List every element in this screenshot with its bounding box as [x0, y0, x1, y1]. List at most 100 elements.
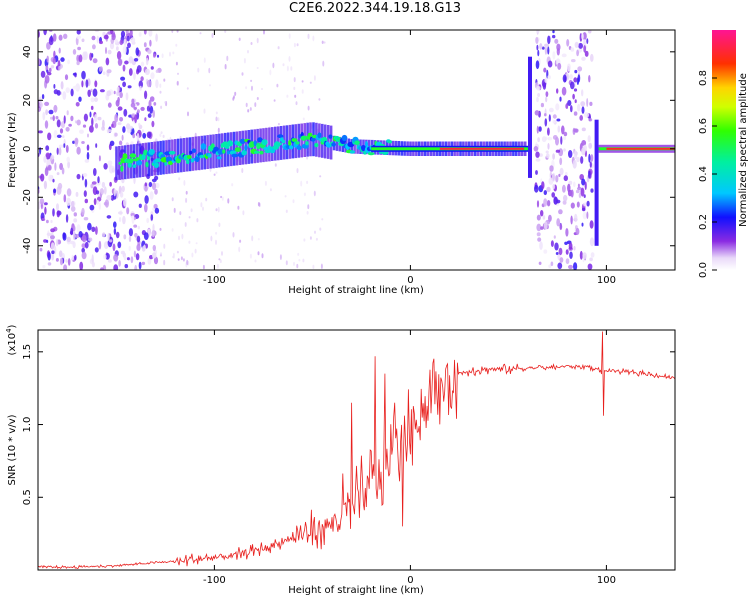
noise-speck: [203, 108, 206, 114]
noise-blob: [101, 232, 106, 237]
noise-speck: [293, 86, 296, 90]
noise-blob: [581, 127, 586, 132]
carrier-blob: [361, 144, 366, 152]
noise-blob: [81, 70, 86, 80]
noise-blob: [40, 70, 46, 78]
noise-blob: [52, 115, 55, 122]
noise-blob: [144, 195, 149, 204]
noise-blob: [113, 188, 117, 197]
noise-blob: [547, 46, 550, 55]
noise-blob: [55, 258, 59, 262]
noise-blob: [47, 262, 52, 266]
noise-blob: [148, 181, 153, 188]
noise-blob: [38, 130, 43, 134]
noise-blob: [123, 197, 127, 207]
noise-blob: [59, 128, 64, 134]
noise-speck: [215, 231, 218, 235]
noise-speck: [296, 43, 299, 47]
carrier-blob: [317, 132, 322, 139]
noise-blob: [52, 208, 55, 217]
noise-speck: [292, 199, 295, 204]
noise-blob: [87, 133, 89, 138]
noise-speck: [215, 111, 218, 115]
carrier-blob: [367, 152, 375, 156]
noise-speck: [297, 252, 300, 256]
noise-blob: [106, 90, 112, 97]
noise-speck: [238, 37, 241, 41]
noise-speck: [254, 259, 257, 263]
noise-blob: [75, 233, 80, 239]
noise-blob: [150, 66, 154, 70]
noise-blob: [124, 60, 129, 65]
noise-blob: [134, 114, 138, 124]
noise-blob: [141, 261, 146, 266]
noise-blob: [587, 30, 592, 34]
noise-blob: [56, 134, 62, 138]
noise-blob: [138, 261, 142, 270]
noise-speck: [273, 99, 276, 102]
noise-blob: [537, 49, 540, 57]
noise-blob: [107, 232, 110, 241]
noise-speck: [232, 232, 235, 238]
noise-blob: [76, 224, 81, 233]
carrier-line-core: [606, 147, 675, 150]
noise-blob: [549, 165, 554, 172]
noise-blob: [536, 214, 541, 221]
noise-blob: [588, 153, 591, 163]
noise-blob: [48, 174, 53, 182]
carrier-band: [165, 140, 168, 175]
noise-speck: [160, 105, 163, 110]
carrier-blob: [305, 141, 309, 146]
noise-blob: [105, 57, 110, 66]
noise-blob: [570, 202, 575, 209]
noise-blob: [567, 183, 571, 193]
noise-blob: [550, 261, 554, 267]
noise-blob: [73, 218, 78, 223]
noise-blob: [549, 107, 554, 113]
noise-blob: [58, 144, 64, 148]
noise-blob: [551, 192, 555, 198]
noise-blob: [147, 113, 152, 118]
noise-speck: [220, 195, 223, 199]
noise-blob: [536, 30, 540, 33]
noise-blob: [154, 188, 158, 195]
noise-blob: [113, 253, 119, 262]
noise-blob: [548, 264, 552, 269]
spectrogram-panel: -100 0 100 -40 -20 0 20 40 Height of straight l…: [7, 29, 676, 296]
noise-speck: [277, 46, 280, 50]
carrier-blob: [145, 161, 149, 168]
noise-blob: [586, 211, 589, 219]
noise-blob: [535, 170, 538, 175]
noise-blob: [39, 102, 43, 108]
noise-blob: [576, 201, 580, 208]
carrier-blob: [127, 162, 132, 168]
noise-speck: [203, 57, 206, 63]
carrier-blob: [191, 148, 197, 153]
noise-blob: [105, 47, 107, 54]
y-tick-label: 1.5: [22, 344, 33, 360]
snr-ylabel: SNR (10 * v/v): [7, 414, 18, 485]
noise-speck: [309, 81, 312, 84]
noise-blob: [536, 223, 542, 232]
noise-blob: [561, 125, 565, 135]
noise-speck: [257, 238, 260, 241]
noise-blob: [43, 155, 47, 163]
noise-speck: [202, 264, 205, 270]
noise-speck: [282, 63, 285, 67]
noise-blob: [87, 89, 91, 98]
noise-blob: [103, 163, 108, 170]
noise-blob: [147, 257, 152, 265]
noise-blob: [552, 30, 555, 34]
noise-speck: [211, 33, 214, 38]
noise-blob: [81, 38, 85, 43]
noise-blob: [48, 109, 54, 115]
noise-blob: [138, 31, 142, 37]
noise-blob: [93, 198, 97, 206]
noise-speck: [257, 202, 260, 207]
noise-blob: [109, 140, 115, 146]
noise-blob: [106, 129, 112, 133]
noise-blob: [132, 133, 136, 139]
noise-speck: [247, 50, 249, 54]
carrier-blob: [231, 153, 239, 158]
noise-blob: [151, 182, 157, 191]
